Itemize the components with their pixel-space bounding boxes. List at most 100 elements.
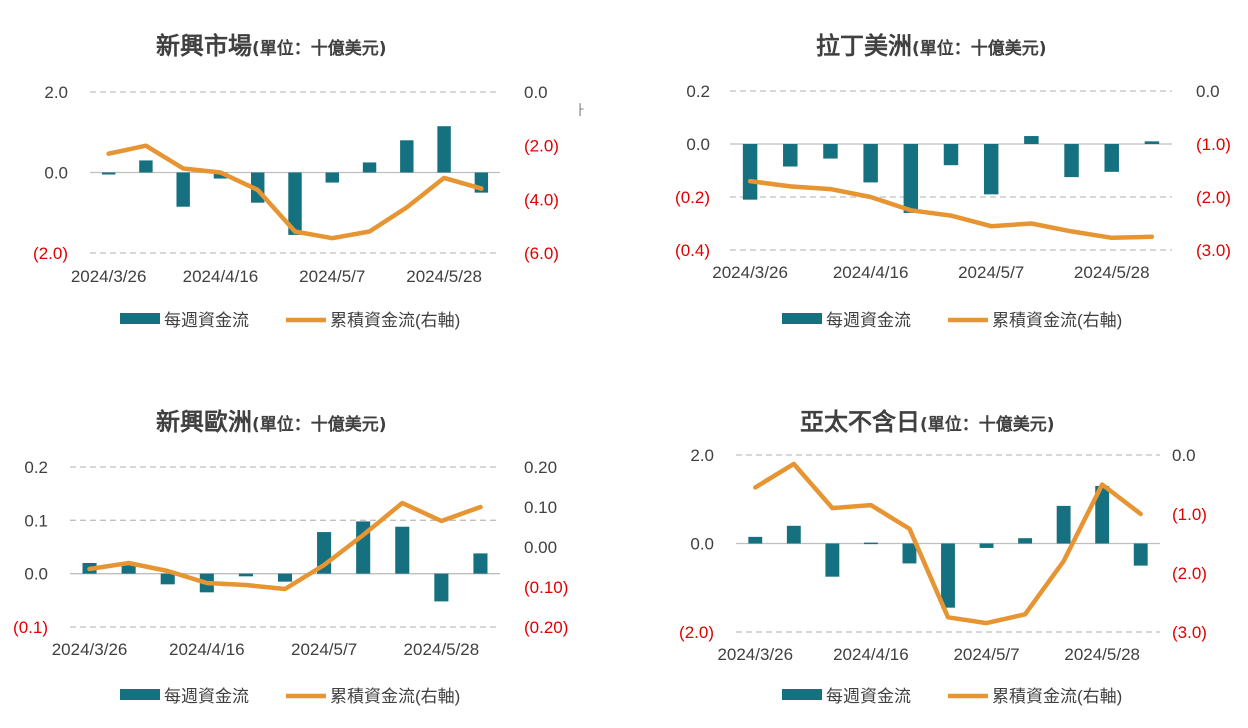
chart-2: 0.2 0.1 0.0 (0.1) 0.20 0.10 0.00 (0.10) (0.20) 20… (13, 458, 568, 706)
stray-mark: ㅏ (574, 103, 587, 119)
bar (1104, 144, 1119, 172)
right-tick-label: (1.0) (1196, 135, 1231, 154)
bar (1064, 144, 1079, 178)
bar (362, 162, 377, 173)
x-tick-label: 2024/5/28 (406, 267, 482, 286)
x-tick-label: 2024/5/28 (1074, 263, 1150, 282)
right-tick-label: 0.10 (524, 498, 557, 517)
bar (325, 172, 339, 183)
bar (1018, 538, 1033, 544)
bar (1095, 485, 1110, 544)
legend-label-line: 累積資金流(右軸) (992, 311, 1122, 330)
x-tick-label: 2024/3/26 (717, 645, 793, 664)
legend-swatch-bar (120, 689, 160, 700)
right-tick-label: (1.0) (1172, 505, 1207, 524)
left-tick-label: 0.0 (690, 535, 714, 554)
right-tick-label: (2.0) (1172, 564, 1207, 583)
cumulative-line (87, 500, 483, 592)
cumulative-line (753, 461, 1143, 626)
bar (786, 525, 801, 544)
x-tick-label: 2024/4/16 (169, 640, 245, 659)
left-tick-label: (0.1) (13, 618, 48, 637)
legend-swatch-bar (782, 689, 822, 700)
bar (863, 542, 878, 545)
bar (1144, 141, 1160, 144)
bar (825, 543, 840, 577)
chart-title-unit: (單位：十億美元) (252, 39, 387, 59)
right-tick-label: 0.00 (524, 538, 557, 557)
bar (176, 172, 190, 207)
bar (121, 563, 136, 574)
right-tick-label: (3.0) (1172, 623, 1207, 642)
chart-title-unit: (單位：十億美元) (920, 415, 1055, 435)
bar (1056, 505, 1071, 544)
legend-label-line: 累積資金流(右軸) (992, 687, 1122, 706)
right-tick-label: 0.0 (1172, 446, 1196, 465)
chart-title: 新興市場(單位：十億美元) (156, 26, 387, 61)
x-tick-label: 2024/4/16 (183, 267, 259, 286)
legend-label-bar: 每週資金流 (826, 311, 911, 330)
bar (863, 144, 878, 183)
x-tick-label: 2024/5/28 (1064, 645, 1140, 664)
bar (902, 543, 917, 564)
bar (277, 573, 293, 582)
legend-swatch-bar (782, 313, 822, 324)
bar (748, 536, 763, 544)
x-tick-label: 2024/5/7 (958, 263, 1024, 282)
chart-title-main: 新興市場 (156, 32, 252, 60)
chart-title-unit: (單位：十億美元) (252, 415, 387, 435)
right-tick-label: (3.0) (1196, 241, 1231, 260)
bar (101, 172, 116, 175)
right-tick-label: 0.20 (524, 458, 557, 477)
bar (941, 543, 955, 608)
chart-0: 2.0 0.0 (2.0) 0.0 (2.0) (4.0) (6.0) 2024/3/26 20… (33, 83, 559, 330)
left-tick-label: 2.0 (44, 83, 68, 102)
chart-3: 2.0 0.0 (2.0) 0.0 (1.0) (2.0) (3.0) 2024/3/26 20… (679, 446, 1207, 706)
legend: 每週資金流 累積資金流(右軸) (782, 687, 1122, 706)
chart-title: 新興歐洲(單位：十億美元) (156, 402, 387, 437)
legend: 每週資金流 累積資金流(右軸) (782, 311, 1122, 330)
cumulative-line (106, 143, 484, 241)
bar (139, 160, 153, 173)
x-tick-label: 2024/3/26 (52, 640, 128, 659)
chart-title: 拉丁美洲(單位：十億美元) (816, 26, 1047, 61)
chart-title-main: 新興歐洲 (156, 408, 252, 436)
bar (943, 144, 959, 166)
legend-swatch-bar (120, 313, 160, 324)
bar (400, 140, 414, 173)
chart-title-main: 拉丁美洲 (816, 32, 912, 60)
bar (1024, 136, 1039, 144)
left-tick-label: (0.2) (675, 188, 710, 207)
bar (983, 144, 999, 195)
right-tick-label: (6.0) (524, 244, 559, 263)
x-tick-label: 2024/3/26 (71, 267, 147, 286)
x-tick-label: 2024/5/7 (953, 645, 1019, 664)
bar (395, 526, 410, 574)
bar (742, 144, 758, 200)
x-tick-label: 2024/5/28 (404, 640, 480, 659)
left-tick-label: (2.0) (679, 623, 714, 642)
left-tick-label: 0.0 (686, 135, 710, 154)
legend-label-bar: 每週資金流 (826, 687, 911, 706)
right-tick-label: (2.0) (524, 137, 559, 156)
bar (823, 144, 838, 159)
legend-label-line: 累積資金流(右軸) (330, 311, 460, 330)
legend-label-bar: 每週資金流 (164, 687, 249, 706)
chart-1: 0.2 0.0 (0.2) (0.4) 0.0 (1.0) (2.0) (3.0) 2024/3… (675, 82, 1231, 330)
left-tick-label: 0.2 (686, 82, 710, 101)
left-tick-label: (2.0) (33, 244, 68, 263)
bar (434, 573, 449, 602)
x-tick-label: 2024/3/26 (712, 263, 788, 282)
right-tick-label: (0.20) (524, 618, 568, 637)
bar (288, 172, 302, 235)
right-tick-label: 0.0 (524, 83, 548, 102)
bar (213, 172, 228, 179)
bar (160, 573, 175, 585)
legend: 每週資金流 累積資金流(右軸) (120, 687, 460, 706)
right-tick-label: (2.0) (1196, 188, 1231, 207)
bar (783, 144, 798, 167)
legend-label-line: 累積資金流(右軸) (330, 687, 460, 706)
legend-label-bar: 每週資金流 (164, 311, 249, 330)
x-tick-label: 2024/4/16 (833, 645, 909, 664)
